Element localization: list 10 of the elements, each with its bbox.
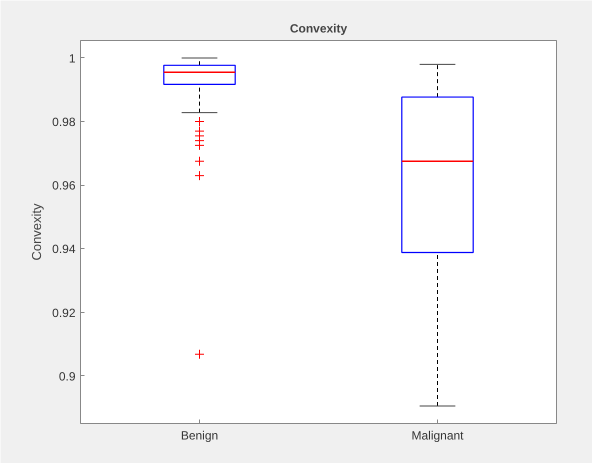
y-tick-label: 0.92 bbox=[52, 306, 76, 320]
x-tick-label: Benign bbox=[180, 428, 218, 442]
chart-title: Convexity bbox=[290, 22, 348, 36]
y-tick-label: 0.96 bbox=[52, 178, 76, 193]
y-axis-title: Convexity bbox=[29, 202, 44, 261]
y-tick-label: 0.94 bbox=[52, 242, 76, 256]
y-tick-label: 0.9 bbox=[58, 369, 76, 384]
y-tick-label: 0.98 bbox=[52, 115, 76, 130]
x-tick-label: Malignant bbox=[411, 428, 464, 442]
y-tick-label: 1 bbox=[68, 51, 76, 66]
